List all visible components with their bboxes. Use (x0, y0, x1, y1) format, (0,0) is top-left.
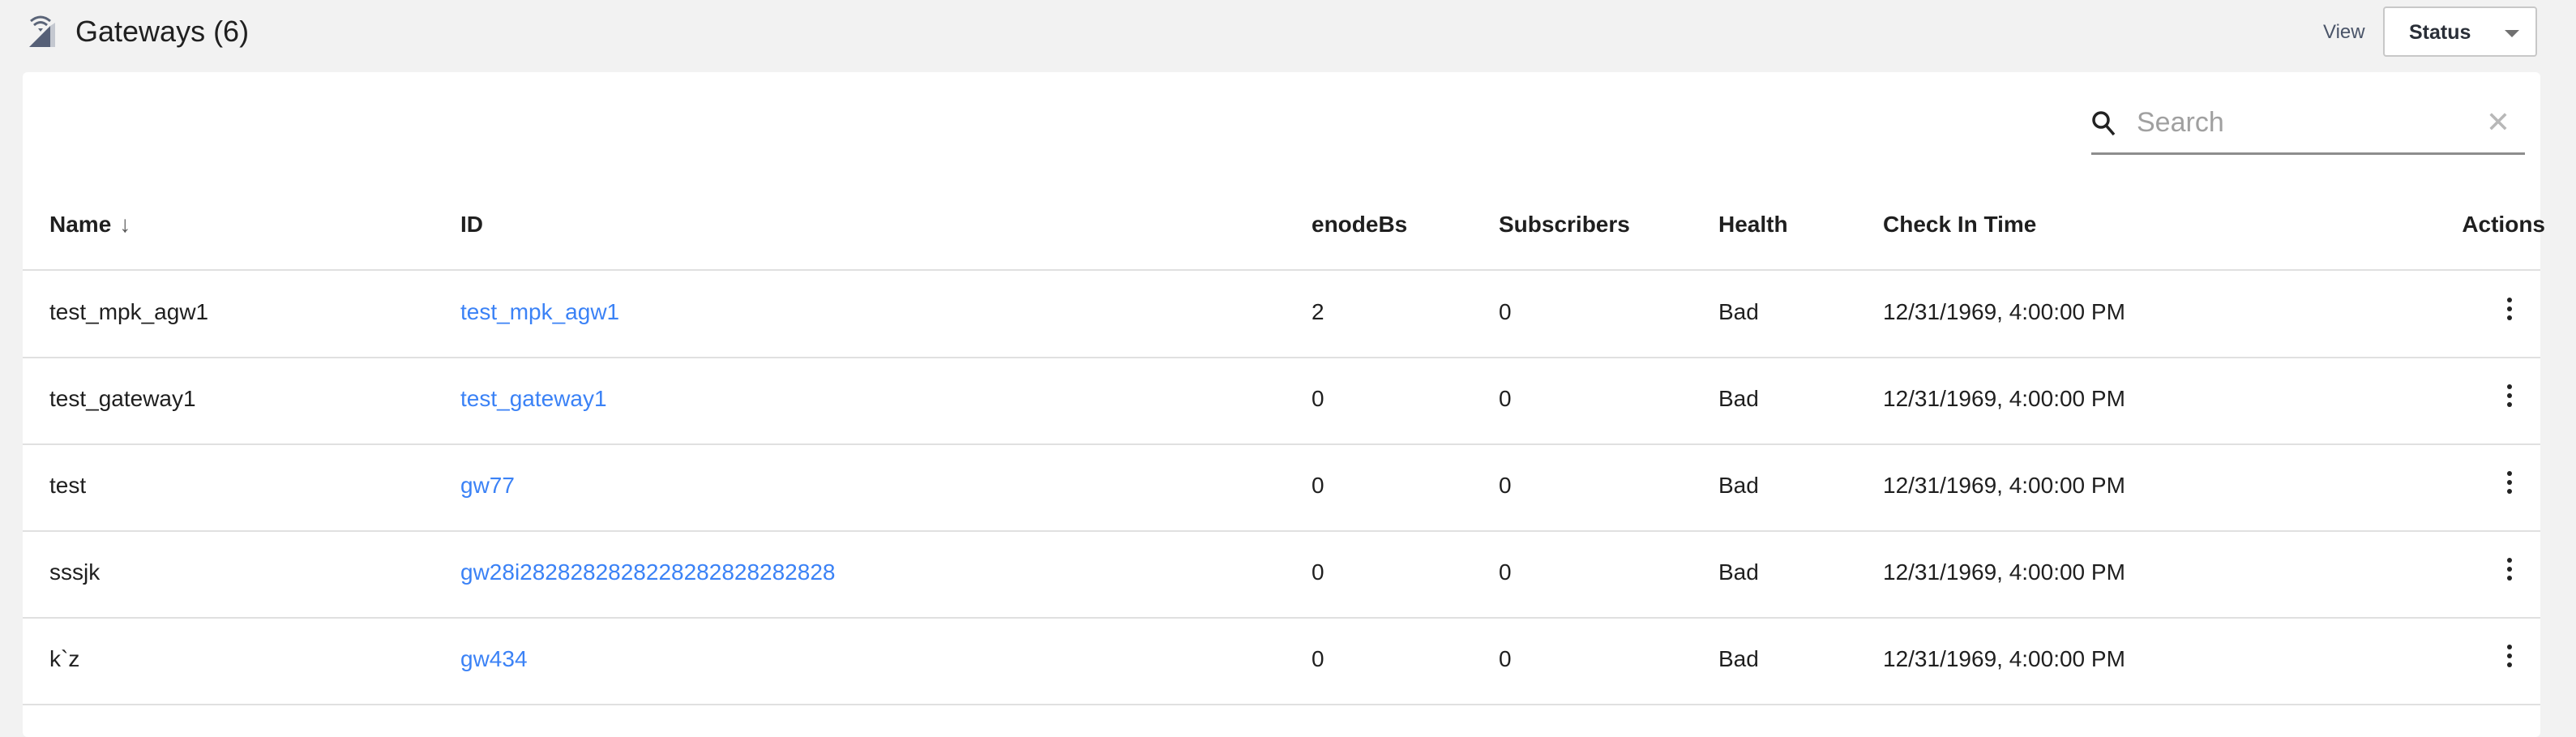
column-header-id[interactable]: ID (460, 212, 483, 237)
subscribers-count: 0 (1499, 299, 1512, 324)
search-input[interactable]: Search (2137, 107, 2224, 138)
column-header-actions: Actions (2462, 212, 2545, 237)
page-title: Gateways (6) (75, 15, 250, 48)
subscribers-count: 0 (1499, 473, 1512, 498)
gateway-id-link[interactable]: gw434 (460, 646, 528, 671)
more-actions-icon[interactable] (2506, 558, 2513, 585)
clear-search-icon[interactable]: ✕ (2485, 105, 2510, 139)
more-actions-icon[interactable] (2506, 471, 2513, 498)
table-row: k`z gw434 0 0 Bad 12/31/1969, 4:00:00 PM (23, 617, 2540, 705)
column-header-name[interactable]: Name ↓ (49, 212, 131, 238)
table-row: sssjk gw28i2828282828228282828282828 0 0 Bad… (23, 530, 2540, 619)
sort-arrow-icon[interactable]: ↓ (119, 212, 131, 237)
column-header-health[interactable]: Health (1718, 212, 1788, 237)
gateway-signal-icon (29, 15, 55, 47)
health-status: Bad (1718, 559, 1759, 585)
search-icon (2092, 111, 2116, 136)
subscribers-count: 0 (1499, 386, 1512, 411)
subscribers-count: 0 (1499, 559, 1512, 585)
gateway-name: k`z (49, 646, 80, 671)
gateway-name: test_gateway1 (49, 386, 196, 411)
health-status: Bad (1718, 386, 1759, 411)
health-status: Bad (1718, 473, 1759, 498)
check-in-time: 12/31/1969, 4:00:00 PM (1883, 646, 2125, 671)
column-label: Name (49, 212, 112, 237)
more-actions-icon[interactable] (2506, 645, 2513, 671)
enodebs-count: 2 (1312, 299, 1324, 324)
column-header-subscribers[interactable]: Subscribers (1499, 212, 1630, 237)
enodebs-count: 0 (1312, 386, 1324, 411)
column-header-enodebs[interactable]: enodeBs (1312, 212, 1408, 237)
more-actions-icon[interactable] (2506, 298, 2513, 324)
health-status: Bad (1718, 299, 1759, 324)
table-header: Name ↓ ID enodeBs Subscribers Health Chec… (23, 182, 2545, 271)
check-in-time: 12/31/1969, 4:00:00 PM (1883, 559, 2125, 585)
table-row: test gw77 0 0 Bad 12/31/1969, 4:00:00 PM (23, 443, 2540, 532)
view-select[interactable]: Status (2383, 6, 2537, 57)
enodebs-count: 0 (1312, 473, 1324, 498)
enodebs-count: 0 (1312, 646, 1324, 671)
gateway-id-link[interactable]: test_gateway1 (460, 386, 607, 411)
table-row: test_gateway1 test_gateway1 0 0 Bad 12/31/196… (23, 357, 2540, 445)
gateways-table-card (23, 72, 2540, 737)
gateway-name: test_mpk_agw1 (49, 299, 209, 324)
check-in-time: 12/31/1969, 4:00:00 PM (1883, 386, 2125, 411)
enodebs-count: 0 (1312, 559, 1324, 585)
table-row: test_mpk_agw1 test_mpk_agw1 2 0 Bad 12/31/196… (23, 270, 2540, 358)
gateway-name: sssjk (49, 559, 101, 585)
column-header-check-in-time[interactable]: Check In Time (1883, 212, 2037, 237)
gateway-name: test (49, 473, 87, 498)
gateway-id-link[interactable]: gw77 (460, 473, 515, 498)
more-actions-icon[interactable] (2506, 384, 2513, 411)
check-in-time: 12/31/1969, 4:00:00 PM (1883, 473, 2125, 498)
subscribers-count: 0 (1499, 646, 1512, 671)
check-in-time: 12/31/1969, 4:00:00 PM (1883, 299, 2125, 324)
gateway-id-link[interactable]: gw28i2828282828228282828282828 (460, 559, 836, 585)
view-label: View (2323, 21, 2365, 43)
dropdown-caret-icon (2505, 30, 2519, 37)
health-status: Bad (1718, 646, 1759, 671)
search-field[interactable]: Search ✕ (2091, 97, 2525, 155)
gateway-id-link[interactable]: test_mpk_agw1 (460, 299, 620, 324)
view-select-value: Status (2409, 21, 2471, 44)
